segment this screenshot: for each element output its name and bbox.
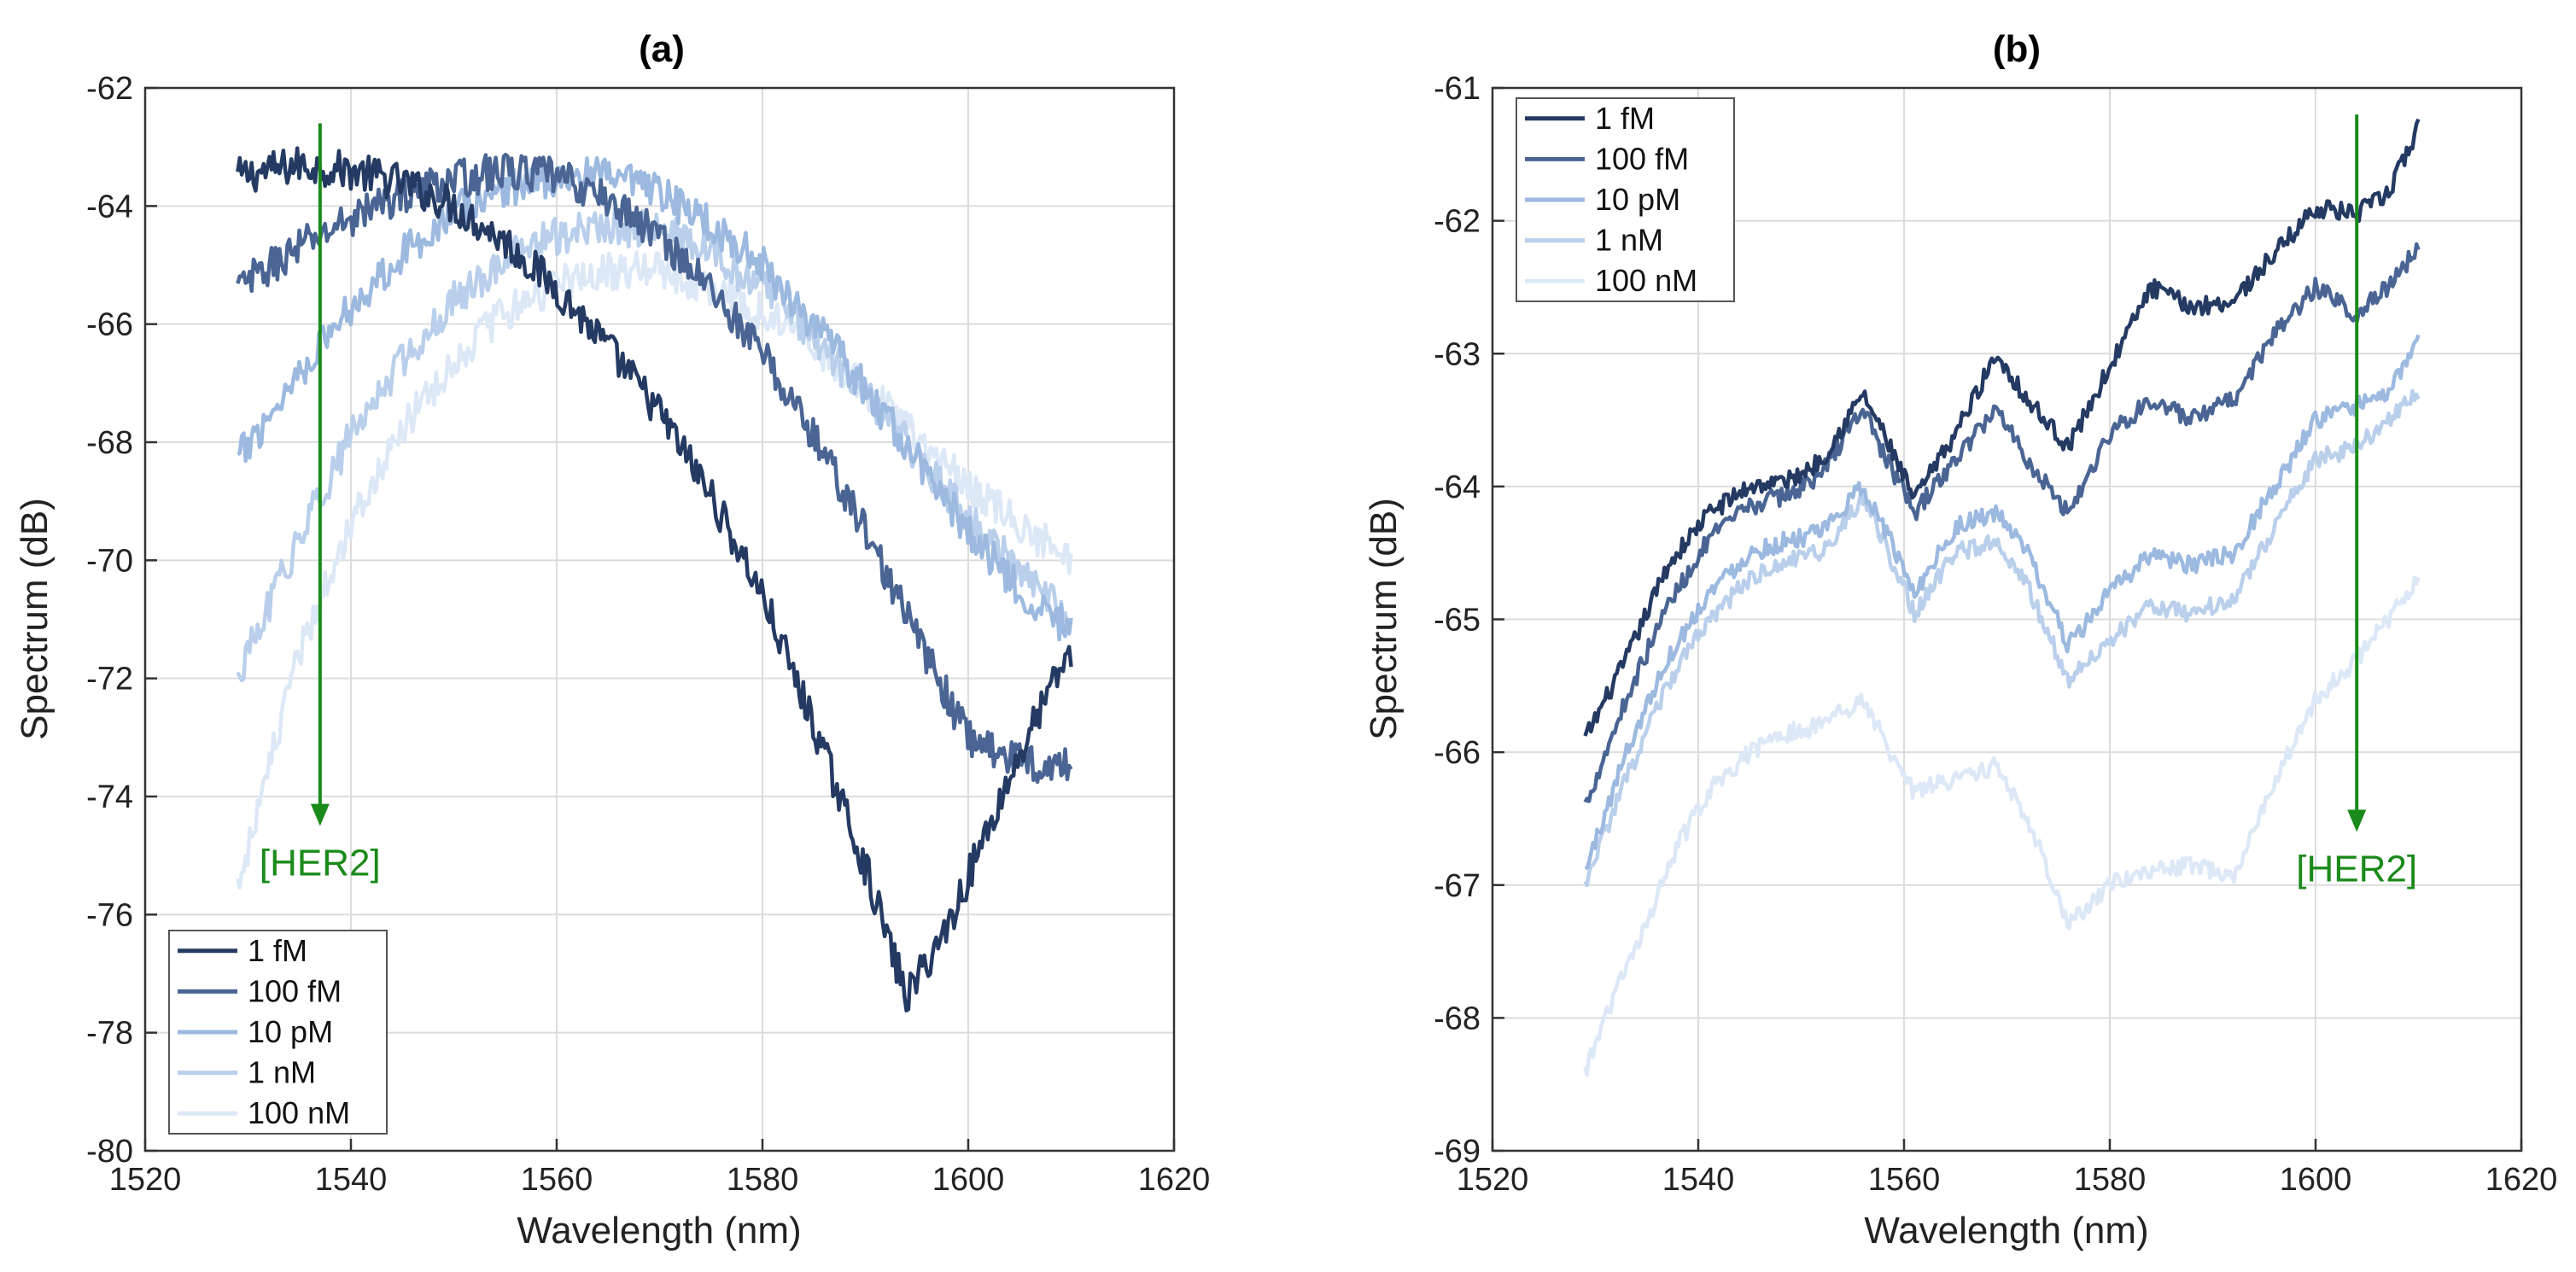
series-line-100-nm — [236, 250, 1073, 890]
panel-a-annotation: [HER2] — [260, 123, 381, 884]
y-tick-label: -66 — [1434, 735, 1481, 771]
legend-label: 1 nM — [1595, 223, 1663, 258]
panel-a-series — [236, 146, 1073, 1013]
x-tick-label: 1560 — [1868, 1162, 1941, 1198]
x-tick-label: 1620 — [2485, 1162, 2558, 1198]
x-tick-label: 1620 — [1138, 1162, 1211, 1198]
x-tick-label: 1520 — [1457, 1162, 1529, 1198]
legend-label: 100 fM — [1595, 141, 1689, 176]
y-tick-label: -70 — [86, 543, 133, 579]
y-tick-label: -68 — [1434, 1001, 1481, 1036]
series-line-100-nm — [1583, 575, 2421, 1077]
y-tick-label: -69 — [1434, 1134, 1481, 1170]
panel-a-title: (a) — [639, 28, 685, 70]
y-tick-label: -64 — [1434, 470, 1481, 505]
series-line-10-pm — [237, 155, 1073, 642]
annotation-label: [HER2] — [260, 843, 381, 884]
x-tick-label: 1520 — [109, 1162, 182, 1198]
annotation-arrow-head — [2347, 809, 2367, 832]
x-tick-label: 1580 — [2074, 1162, 2147, 1198]
x-tick-label: 1540 — [1662, 1162, 1735, 1198]
legend-label: 10 pM — [248, 1014, 333, 1049]
series-line-10-pm — [1584, 334, 2421, 871]
annotation-label: [HER2] — [2296, 849, 2417, 890]
panel-b-legend: 1 fM 100 fM 10 pM 1 nM 100 nM — [1516, 97, 1735, 302]
legend-label: 100 nM — [1595, 263, 1697, 298]
series-line-1-nm — [236, 207, 1072, 683]
panel-a-ticks: 1520 1540 1560 1580 1600 1620 -80 -78 -76 -74 -72 -… — [86, 71, 1210, 1198]
x-tick-label: 1580 — [727, 1162, 799, 1198]
panel-b-series — [1583, 118, 2421, 1077]
legend-label: 100 nM — [248, 1095, 350, 1130]
legend-label: 1 fM — [248, 933, 307, 968]
y-tick-label: -76 — [86, 897, 133, 933]
panel-b-ticks: 1520 1540 1560 1580 1600 1620 -69 -68 -67 -66 -65 -… — [1434, 71, 2557, 1198]
legend-label: 100 fM — [248, 973, 342, 1008]
y-tick-label: -68 — [86, 425, 133, 461]
panel-b-ylabel: Spectrum (dB) — [1363, 498, 1405, 740]
y-tick-label: -64 — [86, 189, 133, 225]
y-tick-label: -62 — [1434, 204, 1481, 240]
y-tick-label: -63 — [1434, 336, 1481, 372]
panel-b-xlabel: Wavelength (nm) — [1864, 1210, 2148, 1252]
x-tick-label: 1600 — [932, 1162, 1005, 1198]
panel-a-xlabel: Wavelength (nm) — [517, 1210, 801, 1252]
series-line-1-fm — [236, 146, 1073, 1013]
x-tick-label: 1560 — [521, 1162, 593, 1198]
y-tick-label: -74 — [86, 779, 133, 815]
x-tick-label: 1600 — [2280, 1162, 2352, 1198]
y-tick-label: -72 — [86, 662, 133, 697]
y-tick-label: -67 — [1434, 868, 1481, 904]
series-line-1-fm — [1583, 118, 2421, 737]
y-tick-label: -80 — [86, 1134, 133, 1170]
panel-b: (b) 1520 1540 1560 1580 1600 1620 -69 -68 -67 -66… — [1363, 28, 2557, 1252]
panel-a-ylabel: Spectrum (dB) — [14, 498, 55, 740]
panel-b-annotation: [HER2] — [2296, 114, 2417, 890]
series-line-100-fm — [236, 152, 1073, 785]
y-tick-label: -78 — [86, 1016, 133, 1052]
y-tick-label: -65 — [1434, 603, 1481, 639]
y-tick-label: -66 — [86, 307, 133, 343]
panel-a: (a) 1520 1540 1560 1580 1600 1620 -80 -78 -76 -74… — [14, 28, 1210, 1252]
panel-a-frame — [143, 86, 1176, 1152]
annotation-arrow-head — [310, 803, 330, 826]
legend-label: 10 pM — [1595, 182, 1680, 217]
x-tick-label: 1540 — [315, 1162, 388, 1198]
series-line-100-fm — [1583, 242, 2421, 803]
series-line-1-nm — [1583, 388, 2421, 888]
y-tick-label: -61 — [1434, 71, 1481, 107]
panel-b-title: (b) — [1993, 28, 2041, 70]
legend-label: 1 fM — [1595, 101, 1655, 136]
panel-a-legend: 1 fM 100 fM 10 pM 1 nM 100 nM — [168, 930, 388, 1135]
legend-label: 1 nM — [248, 1055, 316, 1090]
y-tick-label: -62 — [86, 71, 133, 107]
